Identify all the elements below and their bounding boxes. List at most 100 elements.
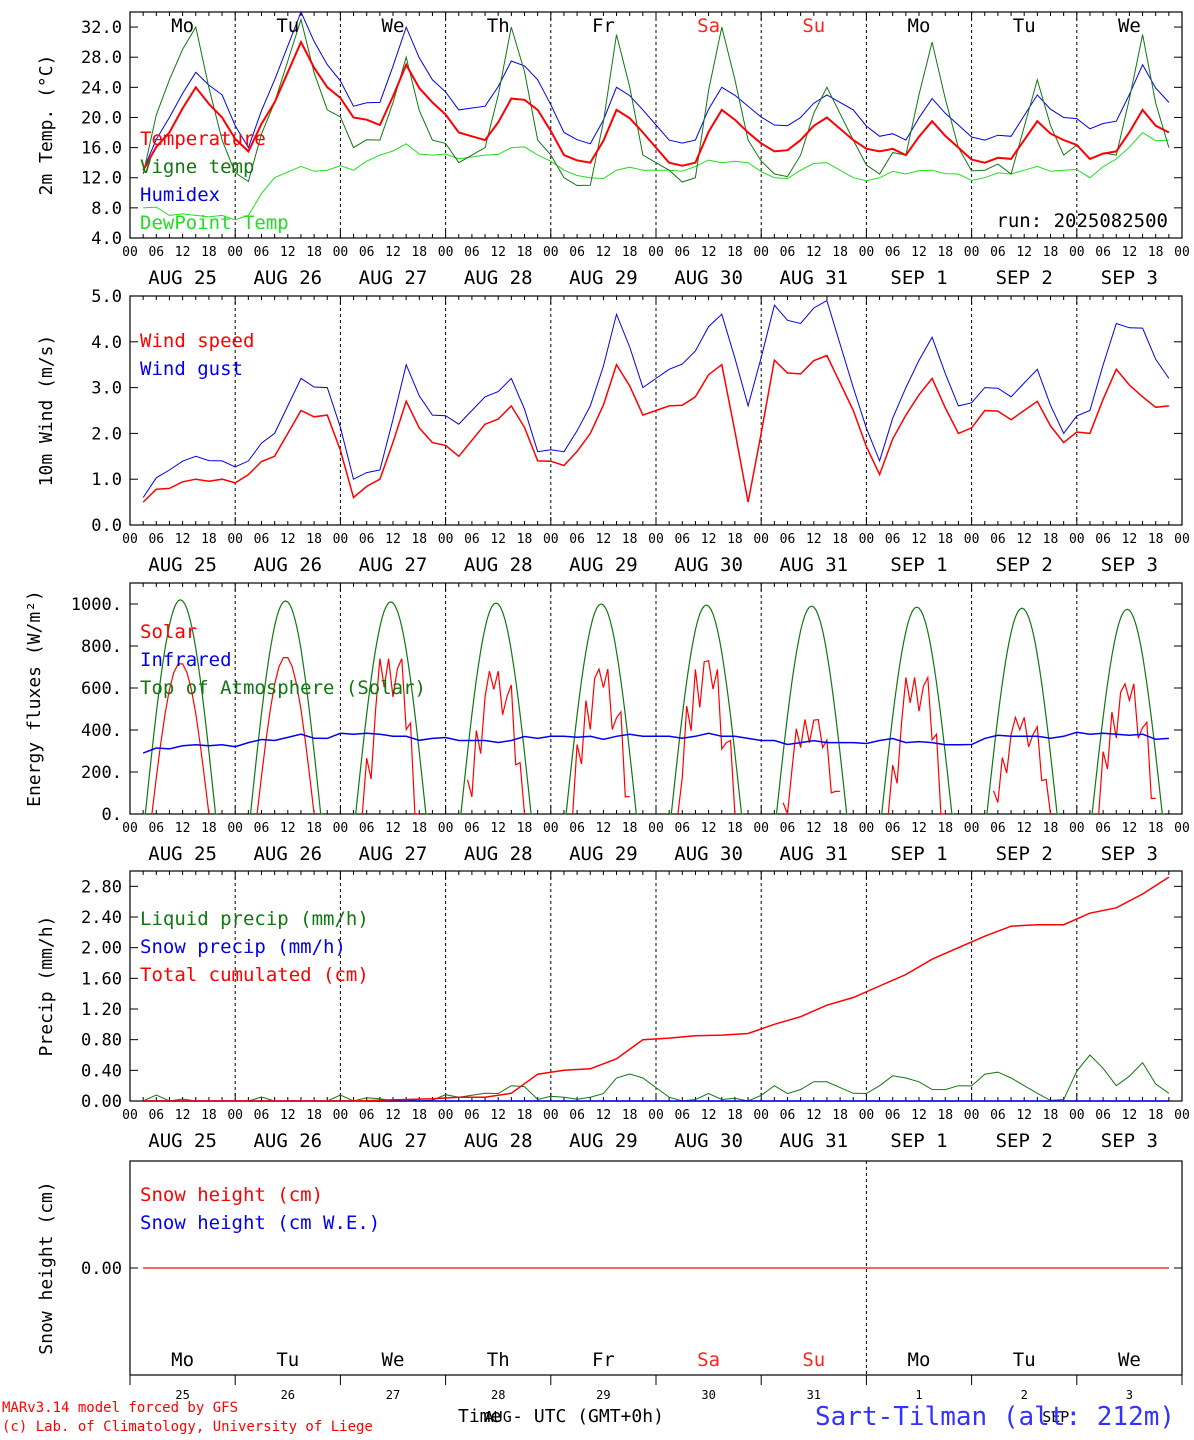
hour-tick-label: 12 bbox=[596, 532, 612, 547]
hour-tick-label: 12 bbox=[911, 532, 927, 547]
legend-entry: Top of Atmosphere (Solar) bbox=[140, 677, 426, 699]
hour-tick-label: 12 bbox=[701, 1108, 717, 1123]
hour-tick-label: 00 bbox=[333, 1108, 349, 1123]
hour-tick-label: 00 bbox=[753, 821, 769, 836]
hour-tick-label: 06 bbox=[254, 821, 270, 836]
date-label: AUG 31 bbox=[779, 843, 848, 865]
hour-tick-label: 12 bbox=[1122, 821, 1138, 836]
y-tick-label: 800. bbox=[81, 637, 122, 657]
day-name: Tu bbox=[1013, 15, 1036, 37]
hour-tick-label: 18 bbox=[201, 532, 217, 547]
hour-tick-label: 00 bbox=[753, 532, 769, 547]
hour-tick-label: 12 bbox=[806, 1108, 822, 1123]
hour-tick-label: 00 bbox=[1174, 821, 1190, 836]
hour-tick-label: 18 bbox=[622, 532, 638, 547]
hour-tick-label: 18 bbox=[517, 1108, 533, 1123]
day-name: Th bbox=[487, 15, 510, 37]
hour-tick-label: 18 bbox=[937, 532, 953, 547]
hour-tick-label: 12 bbox=[911, 1108, 927, 1123]
hour-tick-label: 18 bbox=[1148, 245, 1164, 260]
hour-tick-label: 12 bbox=[806, 245, 822, 260]
hour-tick-label: 12 bbox=[385, 245, 401, 260]
hour-tick-label: 00 bbox=[543, 532, 559, 547]
hour-tick-label: 06 bbox=[359, 532, 375, 547]
day-number: 1 bbox=[915, 1388, 922, 1402]
hour-tick-label: 18 bbox=[832, 532, 848, 547]
day-number: 26 bbox=[281, 1388, 295, 1402]
toa-solar-arch bbox=[669, 604, 744, 815]
date-label: AUG 27 bbox=[359, 267, 428, 289]
legend-entry: Snow precip (mm/h) bbox=[140, 936, 346, 958]
hour-tick-label: 12 bbox=[280, 532, 296, 547]
hour-tick-label: 06 bbox=[148, 821, 164, 836]
hour-tick-label: 06 bbox=[674, 532, 690, 547]
hour-tick-label: 00 bbox=[438, 245, 454, 260]
month-label: SEP bbox=[1042, 1408, 1069, 1426]
hour-tick-label: 06 bbox=[148, 245, 164, 260]
y-tick-label: 4.0 bbox=[91, 229, 122, 249]
hour-tick-label: 00 bbox=[648, 532, 664, 547]
legend-entry: Total cumulated (cm) bbox=[140, 964, 369, 986]
hour-tick-label: 00 bbox=[964, 532, 980, 547]
hour-tick-label: 00 bbox=[1069, 1108, 1085, 1123]
toa-solar-arch bbox=[984, 607, 1060, 815]
date-label: AUG 29 bbox=[569, 267, 638, 289]
day-name: Mo bbox=[908, 1349, 931, 1371]
hour-tick-label: 00 bbox=[333, 532, 349, 547]
hour-tick-label: 18 bbox=[622, 821, 638, 836]
solar-curve bbox=[466, 671, 526, 815]
y-axis-label: 10m Wind (m/s) bbox=[36, 335, 57, 487]
hour-tick-label: 06 bbox=[885, 532, 901, 547]
hour-tick-label: 18 bbox=[1148, 1108, 1164, 1123]
hour-tick-label: 06 bbox=[780, 532, 796, 547]
hour-tick-label: 12 bbox=[701, 532, 717, 547]
hour-tick-label: 06 bbox=[1095, 245, 1111, 260]
y-tick-label: 28.0 bbox=[81, 48, 122, 68]
y-axis-label: 2m Temp. (°C) bbox=[36, 55, 57, 196]
hour-tick-label: 06 bbox=[780, 1108, 796, 1123]
hour-tick-label: 12 bbox=[911, 821, 927, 836]
y-tick-label: 1.0 bbox=[91, 470, 122, 490]
legend-entry: Snow height (cm) bbox=[140, 1184, 323, 1206]
solar-curve bbox=[677, 659, 736, 815]
hour-tick-label: 12 bbox=[701, 245, 717, 260]
date-label: AUG 27 bbox=[359, 1130, 428, 1152]
toa-solar-arch bbox=[353, 601, 429, 815]
day-name: Su bbox=[802, 1349, 825, 1371]
hour-tick-label: 12 bbox=[490, 532, 506, 547]
date-label: SEP 3 bbox=[1101, 554, 1158, 576]
hour-tick-label: 12 bbox=[806, 821, 822, 836]
toa-solar-arch bbox=[879, 606, 955, 815]
date-label: AUG 26 bbox=[253, 843, 322, 865]
date-label: SEP 1 bbox=[890, 554, 947, 576]
hour-tick-label: 18 bbox=[201, 1108, 217, 1123]
hour-tick-label: 00 bbox=[1069, 532, 1085, 547]
hour-tick-label: 00 bbox=[1174, 245, 1190, 260]
y-tick-label: 1000. bbox=[71, 595, 122, 615]
date-label: SEP 1 bbox=[890, 267, 947, 289]
legend-entry: Wind speed bbox=[140, 330, 254, 352]
legend-entry: Wind gust bbox=[140, 358, 243, 380]
legend-entry: Humidex bbox=[140, 184, 220, 206]
hour-tick-label: 06 bbox=[780, 821, 796, 836]
legend-entry: Solar bbox=[140, 621, 197, 643]
date-label: SEP 1 bbox=[890, 843, 947, 865]
date-label: AUG 25 bbox=[148, 267, 217, 289]
hour-tick-label: 00 bbox=[1174, 532, 1190, 547]
solar-curve bbox=[782, 718, 841, 815]
hour-tick-label: 18 bbox=[411, 821, 427, 836]
date-label: AUG 30 bbox=[674, 1130, 743, 1152]
hour-tick-label: 06 bbox=[254, 1108, 270, 1123]
date-label: SEP 3 bbox=[1101, 267, 1158, 289]
hour-tick-label: 00 bbox=[859, 532, 875, 547]
hour-tick-label: 06 bbox=[674, 1108, 690, 1123]
hour-tick-label: 18 bbox=[832, 821, 848, 836]
hour-tick-label: 06 bbox=[359, 1108, 375, 1123]
toa-solar-arch bbox=[564, 603, 639, 815]
date-label: SEP 3 bbox=[1101, 843, 1158, 865]
day-number: 2 bbox=[1021, 1388, 1028, 1402]
solar-curve bbox=[887, 675, 946, 815]
hour-tick-label: 06 bbox=[569, 1108, 585, 1123]
hour-tick-label: 12 bbox=[490, 821, 506, 836]
hour-tick-label: 06 bbox=[464, 245, 480, 260]
